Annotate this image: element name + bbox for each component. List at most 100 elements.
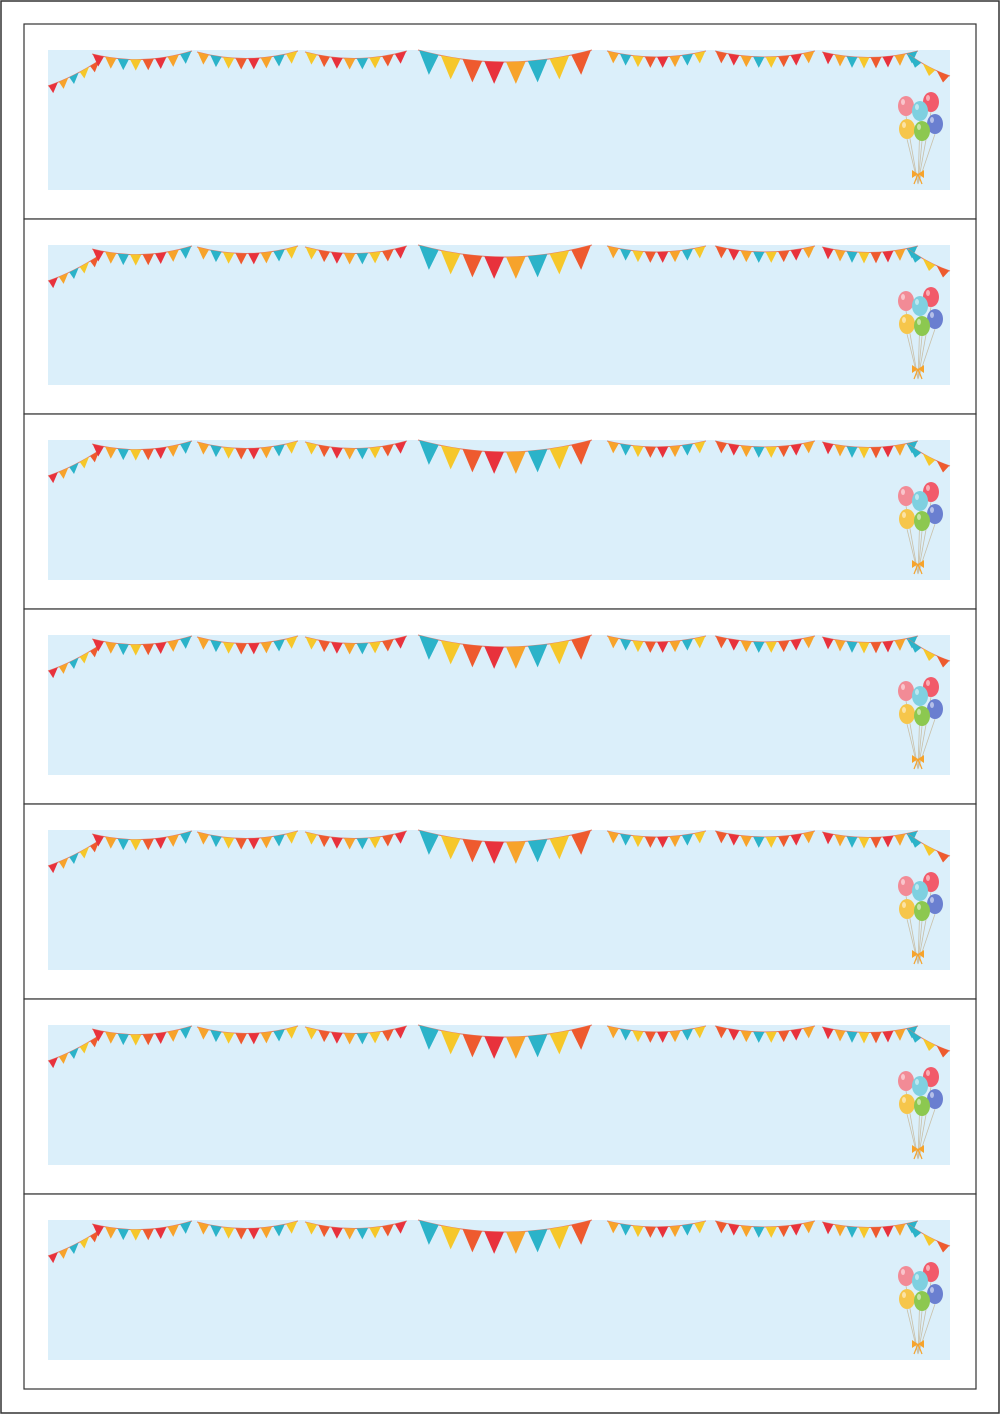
pennant <box>155 252 167 264</box>
pennant <box>222 447 235 459</box>
pennant <box>644 836 656 848</box>
bunting <box>907 248 951 278</box>
bunting <box>304 1025 408 1045</box>
balloon-shine <box>902 1097 906 1103</box>
pennant <box>694 441 706 454</box>
pennant <box>48 472 58 484</box>
pennant <box>382 1224 394 1237</box>
pennant <box>197 442 209 455</box>
pennant <box>235 1033 247 1045</box>
balloon-string <box>906 918 919 965</box>
balloon-shine <box>926 290 930 296</box>
pennant <box>669 835 681 848</box>
bunting <box>907 1028 951 1058</box>
pennant <box>936 1240 950 1253</box>
pennant <box>728 1223 740 1236</box>
pennant <box>167 834 179 847</box>
pennant <box>740 835 752 848</box>
pennant <box>922 648 936 661</box>
pennant <box>778 445 790 458</box>
pennant <box>822 52 834 65</box>
pennant <box>155 1227 167 1239</box>
pennant <box>549 835 570 860</box>
pennant <box>894 53 906 66</box>
pennant <box>728 833 740 846</box>
ribbon-tails <box>913 368 923 380</box>
pennant <box>669 1225 681 1238</box>
pennant <box>382 834 394 847</box>
pennant <box>180 1221 192 1234</box>
pennant <box>142 643 154 656</box>
pennant <box>382 639 394 652</box>
bunting <box>417 439 593 474</box>
balloon-shine <box>930 507 934 513</box>
pennant <box>260 836 273 849</box>
pennant <box>105 1031 117 1044</box>
pennant <box>331 57 343 69</box>
pennant <box>273 1224 285 1237</box>
pennant <box>822 1027 834 1040</box>
pennant <box>681 833 694 846</box>
label <box>23 23 977 220</box>
pennant <box>790 1028 802 1041</box>
pennant <box>248 57 260 70</box>
pennant <box>908 249 922 263</box>
pennant <box>343 1228 356 1240</box>
pennant <box>260 251 273 264</box>
pennant <box>180 831 192 844</box>
bunting <box>714 245 816 263</box>
pennant <box>305 442 318 455</box>
balloon-shine <box>915 1079 919 1085</box>
bunting <box>907 53 951 83</box>
balloon <box>912 1076 928 1096</box>
pennant <box>882 835 894 848</box>
pennant <box>484 646 504 669</box>
pennant <box>694 51 706 64</box>
pennant <box>822 442 834 455</box>
pennant <box>765 446 777 458</box>
pennant <box>936 655 950 668</box>
pennant <box>803 51 815 64</box>
pennant <box>369 446 381 459</box>
pennant <box>286 246 298 259</box>
pennant <box>331 447 343 459</box>
pennant <box>571 245 591 270</box>
bunting <box>821 830 919 849</box>
pennant <box>318 55 330 68</box>
pennant <box>440 1030 461 1055</box>
pennant <box>607 441 619 454</box>
pennant <box>644 251 656 263</box>
pennant <box>369 836 381 849</box>
pennant <box>681 1223 694 1236</box>
balloon <box>899 314 915 334</box>
pennant <box>105 641 117 654</box>
pennant <box>394 246 407 259</box>
pennant <box>58 1052 69 1064</box>
bunting <box>304 440 408 460</box>
pennant <box>632 55 644 68</box>
pennant <box>484 1231 504 1254</box>
balloon-shine <box>902 512 906 518</box>
bunting <box>196 50 299 70</box>
balloon <box>899 704 915 724</box>
pennant <box>105 1226 117 1239</box>
pennant <box>908 834 922 848</box>
balloon <box>914 316 930 336</box>
balloon <box>914 511 930 531</box>
pennant <box>318 1030 330 1043</box>
bunting <box>196 245 299 265</box>
ribbon-tails <box>913 758 923 770</box>
pennant <box>180 51 192 64</box>
balloon-string <box>906 1308 919 1355</box>
balloon-string <box>906 138 919 185</box>
pennant <box>657 1031 669 1043</box>
pennant <box>527 1229 548 1253</box>
pennant <box>394 51 407 64</box>
pennant <box>356 1227 369 1240</box>
pennant <box>318 640 330 653</box>
bunting <box>196 635 299 655</box>
pennant <box>318 250 330 263</box>
pennant <box>681 248 694 261</box>
bunting <box>907 638 951 668</box>
bunting <box>91 1220 193 1241</box>
